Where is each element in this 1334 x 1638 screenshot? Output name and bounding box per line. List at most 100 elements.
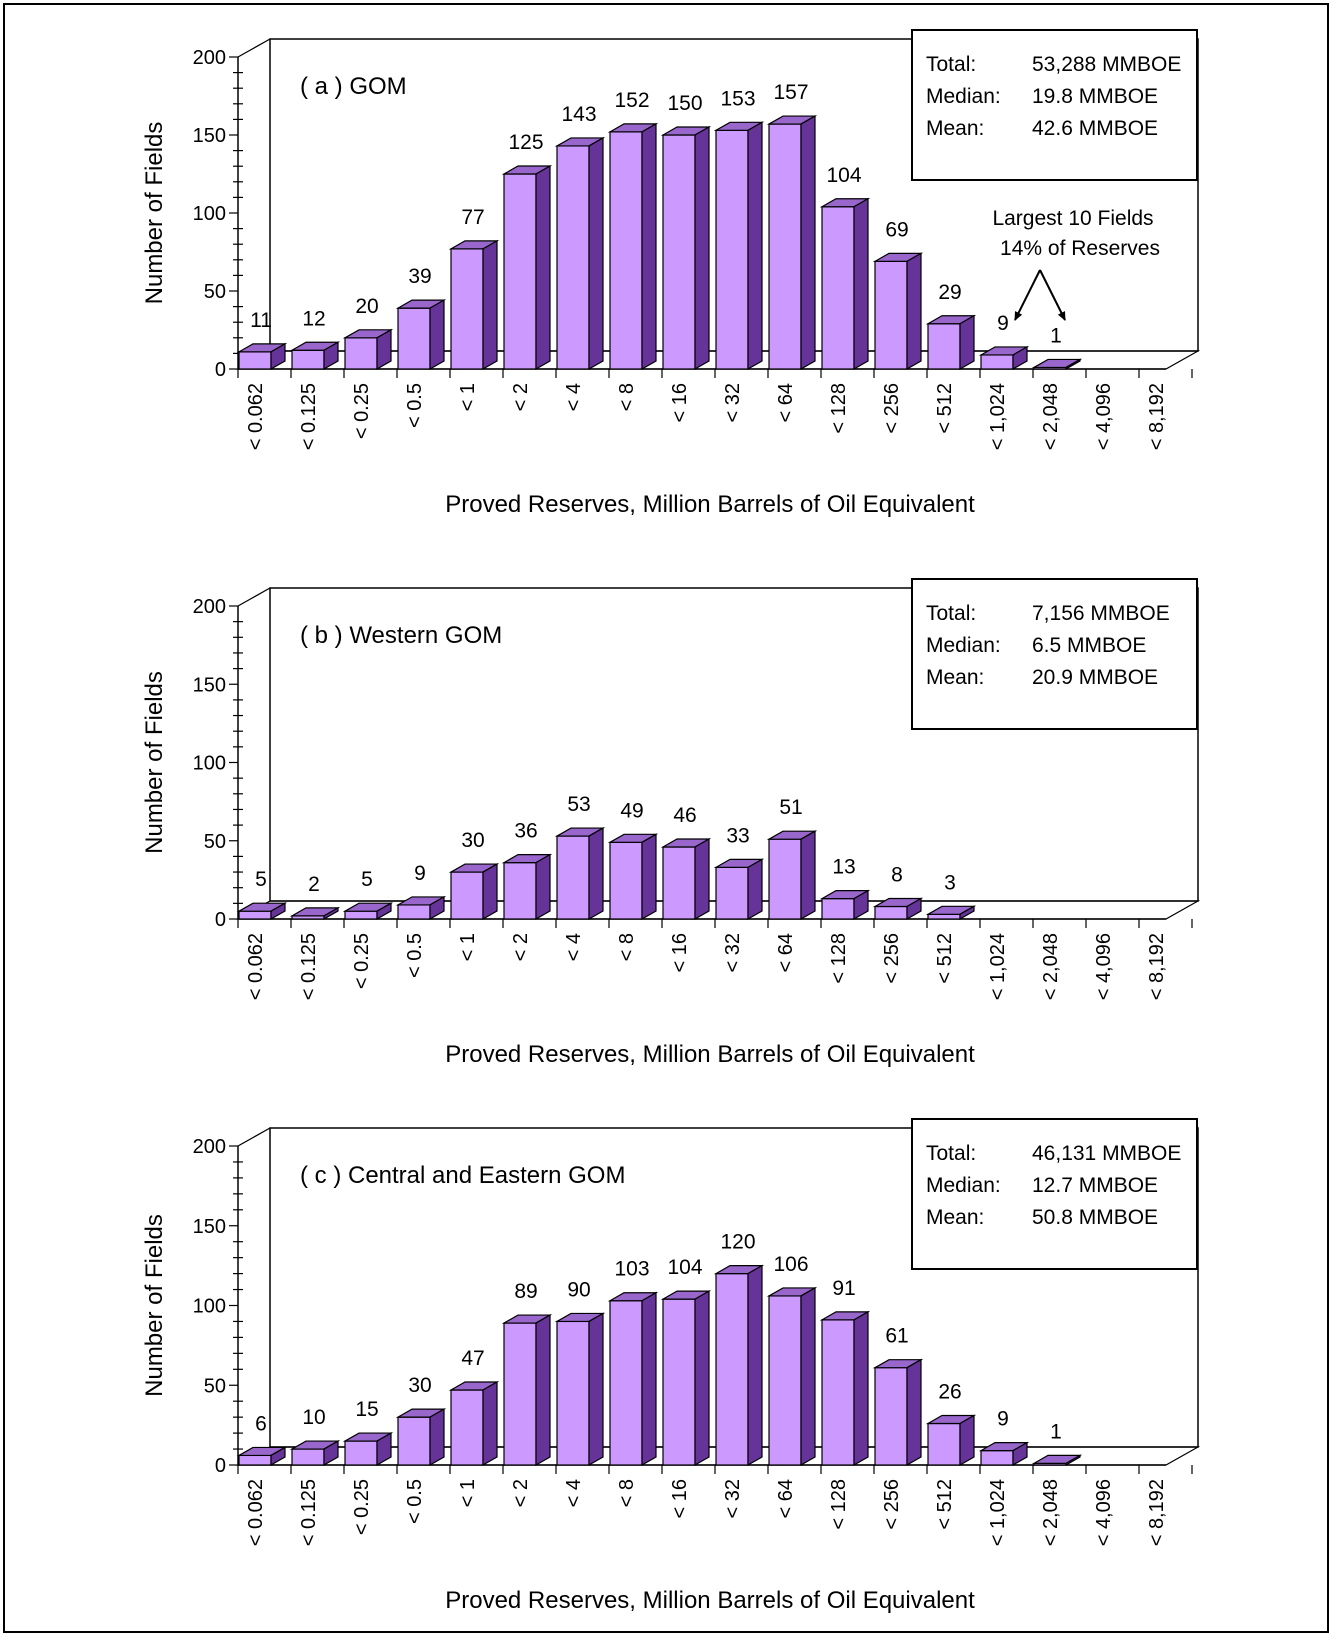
- bar-side: [641, 1291, 657, 1467]
- bar: [925, 905, 977, 921]
- stats-box: Total: 7,156 MMBOE Median: 6.5 MMBOE Mean: 20…: [911, 578, 1198, 730]
- chart-panel-a: 0 50 100 150 200 Number of Fields < 0.062 < 0.1…: [141, 29, 1201, 518]
- bar-value-label: 157: [773, 81, 808, 104]
- bar-value-label: 5: [361, 868, 373, 891]
- x-tick-label: < 0.062: [245, 1479, 267, 1546]
- y-tick-label: 200: [193, 596, 226, 618]
- x-tick-label: < 16: [669, 1479, 691, 1518]
- bar: [978, 1441, 1030, 1467]
- bar-front: [662, 134, 696, 370]
- bar-value-label: 39: [408, 265, 431, 288]
- bar: [342, 1432, 394, 1467]
- x-tick-label: < 0.062: [245, 383, 267, 450]
- x-tick-label: < 8,192: [1146, 383, 1168, 450]
- bar-side: [800, 115, 816, 371]
- x-tick-label: < 32: [722, 933, 744, 972]
- bar-front: [238, 910, 272, 920]
- bar-front: [874, 905, 908, 920]
- bar-value-label: 29: [938, 281, 961, 304]
- bar-value-label: 8: [891, 863, 903, 886]
- bar-front: [556, 1320, 590, 1466]
- stats-label: Median:: [926, 85, 1001, 108]
- bar: [607, 122, 659, 371]
- bar: [289, 906, 341, 921]
- bar: [289, 1440, 341, 1467]
- bar-value-label: 46: [673, 804, 696, 827]
- bar-side: [535, 164, 551, 371]
- bar: [501, 1314, 553, 1467]
- x-tick-label: < 8: [616, 933, 638, 961]
- x-tick-label: < 32: [722, 383, 744, 422]
- figure-frame: [3, 3, 1329, 1633]
- x-tick-label: < 256: [881, 383, 903, 434]
- bar-value-label: 152: [614, 89, 649, 112]
- bar: [342, 902, 394, 921]
- bar-front: [344, 910, 378, 920]
- bar-front: [556, 145, 590, 370]
- bar-side: [694, 1290, 710, 1467]
- x-tick-label: < 0.5: [404, 933, 426, 978]
- bar-side: [747, 1264, 763, 1467]
- bar: [395, 1408, 447, 1467]
- bar-value-label: 69: [885, 218, 908, 241]
- stats-label: Mean:: [926, 1206, 984, 1229]
- stats-box: Total: 53,288 MMBOE Median: 19.8 MMBOE Mean:…: [911, 29, 1198, 181]
- x-tick-label: < 4: [563, 933, 585, 961]
- bar-side: [641, 122, 657, 371]
- bar: [554, 1312, 606, 1467]
- bar-side: [641, 833, 657, 921]
- bar-side: [906, 1358, 922, 1467]
- x-tick-label: < 0.125: [298, 383, 320, 450]
- annotation-line-1: Largest 10 Fields: [992, 207, 1153, 230]
- bar: [713, 121, 765, 371]
- bar-front: [768, 123, 802, 370]
- stats-value: 7,156 MMBOE: [1032, 602, 1170, 625]
- x-tick-label: < 1,024: [987, 1479, 1009, 1546]
- bar-side: [535, 1314, 551, 1467]
- x-tick-label: < 2: [510, 1479, 532, 1507]
- y-tick-label: 150: [193, 125, 226, 147]
- y-tick-label: 0: [215, 359, 226, 381]
- bar-front: [821, 1319, 855, 1466]
- bar-side: [376, 328, 392, 371]
- y-tick-label: 50: [204, 831, 226, 853]
- bar: [607, 833, 659, 921]
- bar-value-label: 5: [255, 868, 267, 891]
- bar: [342, 328, 394, 371]
- bar-front: [609, 1300, 643, 1466]
- stats-value: 53,288 MMBOE: [1032, 53, 1181, 76]
- bar: [819, 1310, 871, 1467]
- stats-label: Total:: [926, 53, 976, 76]
- bar-value-label: 143: [561, 103, 596, 126]
- panel-title: ( c ) Central and Eastern GOM: [300, 1162, 625, 1189]
- x-tick-label: < 4,096: [1093, 1479, 1115, 1546]
- y-tick-label: 100: [193, 753, 226, 775]
- bar-front: [874, 1367, 908, 1466]
- x-tick-label: < 0.5: [404, 1479, 426, 1524]
- x-tick-label: < 1: [457, 383, 479, 411]
- bar: [448, 239, 500, 371]
- bar-value-label: 89: [514, 1280, 537, 1303]
- x-axis-label: Proved Reserves, Million Barrels of Oil …: [445, 1041, 975, 1068]
- x-tick-label: < 128: [828, 383, 850, 434]
- bar-front: [927, 913, 961, 920]
- bar-front: [503, 173, 537, 370]
- bar: [660, 1290, 712, 1467]
- x-tick-label: < 8: [616, 1479, 638, 1507]
- bar-value-label: 120: [720, 1231, 755, 1254]
- bar-value-label: 11: [250, 309, 272, 332]
- panel-title: ( b ) Western GOM: [300, 622, 502, 649]
- bar-value-label: 104: [667, 1256, 702, 1279]
- x-tick-label: < 32: [722, 1479, 744, 1518]
- stats-value: 42.6 MMBOE: [1032, 117, 1158, 140]
- bar-side: [588, 136, 604, 371]
- bar: [872, 252, 924, 371]
- bar-side: [376, 1432, 392, 1467]
- x-tick-label: < 1: [457, 1479, 479, 1507]
- chart-panel-b: 0 50 100 150 200 Number of Fields < 0.062 < 0.1…: [141, 578, 1201, 1068]
- bar-side: [270, 1446, 286, 1467]
- y-axis-label: Number of Fields: [141, 1214, 168, 1397]
- bar-front: [821, 206, 855, 370]
- y-axis-top-depth: [237, 1127, 271, 1147]
- stats-value: 46,131 MMBOE: [1032, 1142, 1181, 1165]
